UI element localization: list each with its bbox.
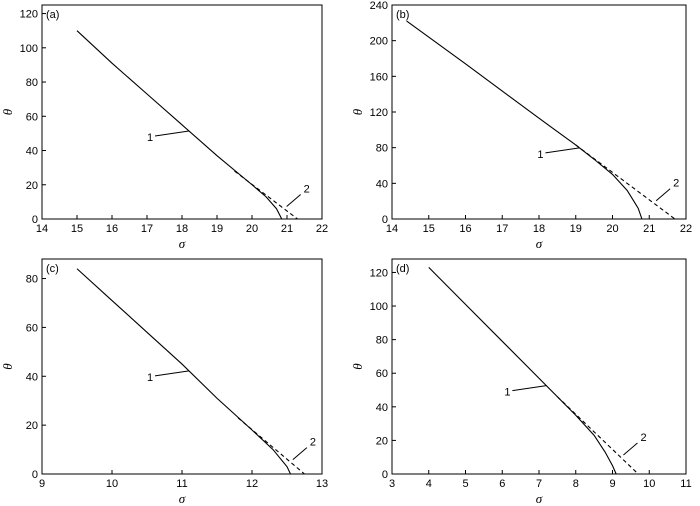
x-tick-label: 21 — [281, 223, 293, 235]
y-tick-label: 40 — [376, 402, 388, 414]
y-axis-label: θ — [350, 363, 365, 370]
curve-label: 2 — [304, 183, 310, 195]
x-tick-label: 22 — [680, 223, 692, 235]
y-axis-label: θ — [0, 363, 15, 370]
x-tick-label: 8 — [573, 478, 579, 490]
x-tick-label: 18 — [176, 223, 188, 235]
curve — [76, 268, 291, 475]
leader-line — [512, 385, 547, 392]
curve — [428, 267, 617, 475]
x-tick-label: 21 — [643, 223, 655, 235]
curve-label: 2 — [640, 432, 646, 444]
y-axis-label: θ — [350, 108, 365, 115]
y-tick-label: 20 — [376, 435, 388, 447]
x-tick-label: 10 — [643, 478, 655, 490]
curve-label: 2 — [673, 178, 679, 190]
x-tick-label: 9 — [609, 478, 615, 490]
curve — [234, 170, 298, 220]
leader-line — [545, 147, 580, 154]
plot-frame — [41, 258, 323, 475]
x-tick-label: 11 — [680, 478, 691, 490]
y-tick-label: 100 — [370, 301, 388, 313]
x-tick-label: 14 — [386, 223, 398, 235]
curve — [76, 30, 283, 220]
y-tick-label: 0 — [382, 214, 388, 226]
y-tick-label: 60 — [376, 368, 388, 380]
y-tick-label: 80 — [26, 77, 38, 89]
x-tick-label: 6 — [499, 478, 505, 490]
x-tick-label: 22 — [316, 223, 328, 235]
x-tick-label: 5 — [462, 478, 468, 490]
leader-line — [292, 447, 308, 461]
y-tick-label: 160 — [370, 71, 388, 83]
x-tick-label: 17 — [141, 223, 153, 235]
curve — [406, 20, 643, 220]
x-tick-label: 15 — [71, 223, 83, 235]
panel-label: (c) — [46, 263, 59, 275]
panel-label: (b) — [396, 9, 409, 21]
y-tick-label: 200 — [370, 36, 388, 48]
x-tick-label: 19 — [570, 223, 582, 235]
y-tick-label: 120 — [370, 267, 388, 279]
x-tick-label: 20 — [606, 223, 618, 235]
y-tick-label: 0 — [32, 214, 38, 226]
x-tick-label: 17 — [496, 223, 508, 235]
leader-line — [154, 370, 190, 377]
y-tick-label: 100 — [20, 43, 38, 55]
curve-label: 2 — [310, 437, 316, 449]
curve-label: 1 — [147, 132, 153, 144]
x-tick-label: 20 — [246, 223, 258, 235]
plot-frame — [391, 4, 687, 220]
y-tick-label: 0 — [382, 469, 388, 481]
x-tick-label: 10 — [106, 478, 118, 490]
y-tick-label: 0 — [32, 469, 38, 481]
y-tick-label: 80 — [26, 274, 38, 286]
curve — [556, 396, 639, 475]
y-axis-label: θ — [0, 108, 15, 115]
curve-label: 1 — [147, 372, 153, 384]
panel-label: (d) — [396, 263, 409, 275]
y-tick-label: 40 — [26, 146, 38, 158]
x-tick-label: 14 — [36, 223, 48, 235]
y-tick-label: 120 — [370, 107, 388, 119]
x-tick-label: 4 — [426, 478, 432, 490]
curve-label: 1 — [504, 387, 510, 399]
y-tick-label: 20 — [26, 180, 38, 192]
x-tick-label: 12 — [246, 478, 258, 490]
x-tick-label: 13 — [316, 478, 328, 490]
y-tick-label: 240 — [370, 0, 388, 12]
panel-label: (a) — [46, 9, 59, 21]
leader-line — [154, 130, 190, 137]
y-tick-label: 80 — [376, 143, 388, 155]
curve-label: 1 — [537, 149, 543, 161]
y-tick-label: 60 — [26, 111, 38, 123]
x-tick-label: 7 — [536, 478, 542, 490]
y-tick-label: 40 — [26, 371, 38, 383]
leader-line — [623, 442, 638, 456]
x-axis-label: σ — [179, 236, 186, 251]
x-axis-label: σ — [536, 491, 543, 506]
x-tick-label: 19 — [211, 223, 223, 235]
leader-line — [655, 188, 671, 202]
curve — [237, 417, 305, 475]
y-tick-label: 40 — [376, 178, 388, 190]
x-tick-label: 16 — [106, 223, 118, 235]
y-tick-label: 60 — [26, 322, 38, 334]
x-tick-label: 11 — [176, 478, 187, 490]
x-axis-label: σ — [179, 491, 186, 506]
x-tick-label: 3 — [389, 478, 395, 490]
x-tick-label: 16 — [459, 223, 471, 235]
y-tick-label: 120 — [20, 9, 38, 21]
x-tick-label: 15 — [423, 223, 435, 235]
y-tick-label: 20 — [26, 420, 38, 432]
x-tick-label: 18 — [533, 223, 545, 235]
leader-line — [286, 194, 301, 207]
y-tick-label: 80 — [376, 335, 388, 347]
x-axis-label: σ — [536, 236, 543, 251]
x-tick-label: 9 — [39, 478, 45, 490]
